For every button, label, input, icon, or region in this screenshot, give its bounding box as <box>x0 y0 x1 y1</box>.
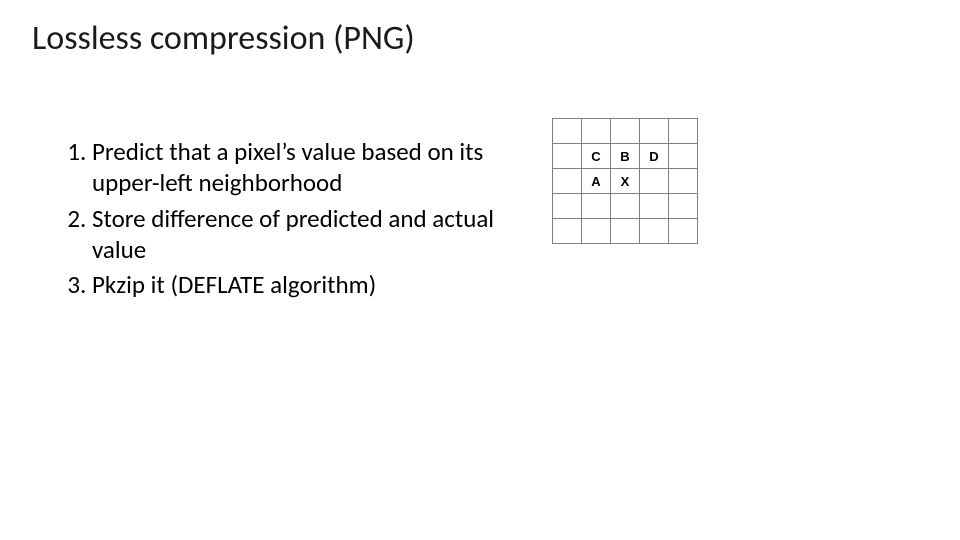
grid-cell-empty <box>640 194 669 219</box>
list-item: Pkzip it (DEFLATE algorithm) <box>92 269 520 300</box>
grid-cell-empty <box>640 219 669 244</box>
grid-cell-empty <box>553 194 582 219</box>
grid-cell-empty <box>669 219 698 244</box>
grid-cell-empty <box>669 119 698 144</box>
grid-cell-x: X <box>611 169 640 194</box>
steps-list: Predict that a pixel’s value based on it… <box>60 136 520 304</box>
grid-cell-empty <box>669 144 698 169</box>
grid-cell-c: C <box>582 144 611 169</box>
grid-cell-empty <box>553 169 582 194</box>
grid-cell-empty <box>553 144 582 169</box>
slide: Lossless compression (PNG) Predict that … <box>0 0 960 540</box>
grid-cell-d: D <box>640 144 669 169</box>
pixel-grid-table: CBD AX <box>552 118 698 244</box>
grid-cell-empty <box>582 119 611 144</box>
grid-cell-empty <box>553 219 582 244</box>
grid-cell-empty <box>640 169 669 194</box>
grid-cell-a: A <box>582 169 611 194</box>
grid-cell-empty <box>640 119 669 144</box>
grid-cell-empty <box>611 219 640 244</box>
grid-cell-empty <box>669 169 698 194</box>
pixel-neighborhood-grid: CBD AX <box>552 118 698 244</box>
list-item: Store difference of predicted and actual… <box>92 203 520 266</box>
grid-cell-empty <box>669 194 698 219</box>
grid-cell-empty <box>553 119 582 144</box>
grid-cell-b: B <box>611 144 640 169</box>
grid-cell-empty <box>611 194 640 219</box>
grid-cell-empty <box>582 194 611 219</box>
grid-cell-empty <box>611 119 640 144</box>
slide-title: Lossless compression (PNG) <box>32 18 415 59</box>
list-item: Predict that a pixel’s value based on it… <box>92 136 520 199</box>
grid-cell-empty <box>582 219 611 244</box>
